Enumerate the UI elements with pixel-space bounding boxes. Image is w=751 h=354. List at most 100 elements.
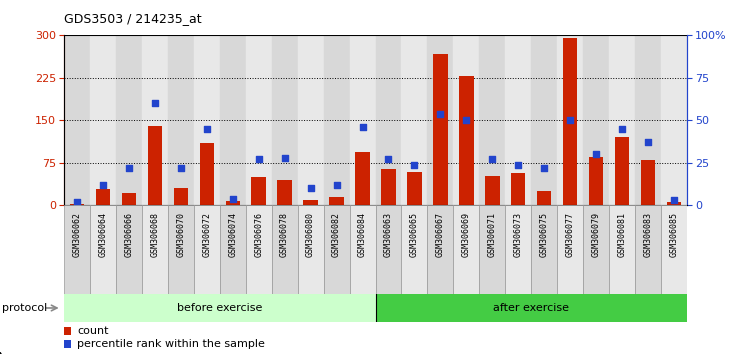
Text: GSM306080: GSM306080 bbox=[306, 212, 315, 257]
Text: GSM306067: GSM306067 bbox=[436, 212, 445, 257]
Point bbox=[538, 165, 550, 171]
Bar bbox=[64, 294, 376, 322]
Bar bbox=[220, 35, 246, 205]
Bar bbox=[330, 198, 344, 205]
Bar bbox=[427, 35, 454, 205]
Bar bbox=[173, 188, 188, 205]
Bar bbox=[122, 193, 136, 205]
Bar bbox=[584, 205, 609, 294]
Bar bbox=[194, 205, 220, 294]
Text: GSM306073: GSM306073 bbox=[514, 212, 523, 257]
Bar bbox=[433, 53, 448, 205]
Bar bbox=[225, 201, 240, 205]
Bar bbox=[454, 205, 479, 294]
Point bbox=[149, 101, 161, 106]
Bar bbox=[272, 35, 297, 205]
Text: GSM306077: GSM306077 bbox=[566, 212, 575, 257]
Point bbox=[279, 155, 291, 161]
Bar bbox=[563, 38, 578, 205]
Text: before exercise: before exercise bbox=[177, 303, 262, 313]
Point bbox=[382, 156, 394, 162]
Point bbox=[122, 165, 134, 171]
Text: GSM306075: GSM306075 bbox=[540, 212, 549, 257]
Bar bbox=[485, 176, 499, 205]
Text: count: count bbox=[77, 326, 109, 336]
Bar bbox=[661, 205, 687, 294]
Text: GSM306069: GSM306069 bbox=[462, 212, 471, 257]
Point bbox=[590, 152, 602, 157]
Bar bbox=[200, 143, 214, 205]
Bar bbox=[376, 205, 402, 294]
Bar bbox=[584, 35, 609, 205]
Point bbox=[227, 196, 239, 201]
Bar bbox=[511, 173, 526, 205]
Bar bbox=[116, 205, 142, 294]
Point bbox=[201, 126, 213, 132]
Bar bbox=[589, 157, 603, 205]
Point bbox=[330, 182, 342, 188]
Bar bbox=[376, 35, 402, 205]
Bar bbox=[376, 294, 687, 322]
Text: GSM306083: GSM306083 bbox=[644, 212, 653, 257]
Text: GSM306066: GSM306066 bbox=[124, 212, 133, 257]
Bar bbox=[64, 35, 90, 205]
Point bbox=[71, 199, 83, 205]
Text: GSM306076: GSM306076 bbox=[254, 212, 263, 257]
Bar bbox=[349, 35, 376, 205]
Bar bbox=[220, 205, 246, 294]
Bar bbox=[167, 35, 194, 205]
Bar bbox=[661, 35, 687, 205]
Bar bbox=[297, 35, 324, 205]
Bar bbox=[70, 204, 84, 205]
Bar bbox=[90, 205, 116, 294]
Point bbox=[252, 156, 264, 162]
Point bbox=[512, 162, 524, 167]
Bar bbox=[557, 205, 584, 294]
Bar bbox=[532, 35, 557, 205]
Text: GSM306078: GSM306078 bbox=[280, 212, 289, 257]
Bar bbox=[407, 172, 421, 205]
Text: after exercise: after exercise bbox=[493, 303, 569, 313]
Bar bbox=[297, 205, 324, 294]
Text: GSM306062: GSM306062 bbox=[72, 212, 81, 257]
Bar bbox=[303, 200, 318, 205]
Bar bbox=[167, 205, 194, 294]
Text: GSM306081: GSM306081 bbox=[618, 212, 627, 257]
Bar bbox=[116, 35, 142, 205]
Bar bbox=[505, 205, 532, 294]
Point bbox=[175, 165, 187, 171]
Point bbox=[409, 162, 421, 167]
Bar bbox=[402, 35, 427, 205]
Point bbox=[97, 182, 109, 188]
Bar bbox=[95, 189, 110, 205]
Bar bbox=[635, 205, 661, 294]
Text: GSM306084: GSM306084 bbox=[358, 212, 367, 257]
Text: GSM306085: GSM306085 bbox=[670, 212, 679, 257]
Bar bbox=[148, 126, 162, 205]
Text: GSM306070: GSM306070 bbox=[176, 212, 185, 257]
Bar bbox=[246, 35, 272, 205]
Bar bbox=[90, 35, 116, 205]
Text: GSM306063: GSM306063 bbox=[384, 212, 393, 257]
Point bbox=[617, 126, 629, 132]
Bar bbox=[252, 177, 266, 205]
Text: GSM306064: GSM306064 bbox=[98, 212, 107, 257]
Bar bbox=[402, 205, 427, 294]
Text: GSM306065: GSM306065 bbox=[410, 212, 419, 257]
Text: GSM306074: GSM306074 bbox=[228, 212, 237, 257]
Point bbox=[642, 139, 654, 145]
Bar bbox=[427, 205, 454, 294]
Bar bbox=[615, 137, 629, 205]
Point bbox=[668, 198, 680, 203]
Text: GSM306072: GSM306072 bbox=[202, 212, 211, 257]
Bar bbox=[460, 76, 474, 205]
Text: GDS3503 / 214235_at: GDS3503 / 214235_at bbox=[64, 12, 201, 25]
Point bbox=[434, 111, 446, 116]
Text: percentile rank within the sample: percentile rank within the sample bbox=[77, 339, 265, 349]
Bar bbox=[505, 35, 532, 205]
Point bbox=[357, 124, 369, 130]
Bar bbox=[142, 35, 167, 205]
Bar bbox=[324, 35, 349, 205]
Bar bbox=[142, 205, 167, 294]
Bar bbox=[479, 35, 505, 205]
